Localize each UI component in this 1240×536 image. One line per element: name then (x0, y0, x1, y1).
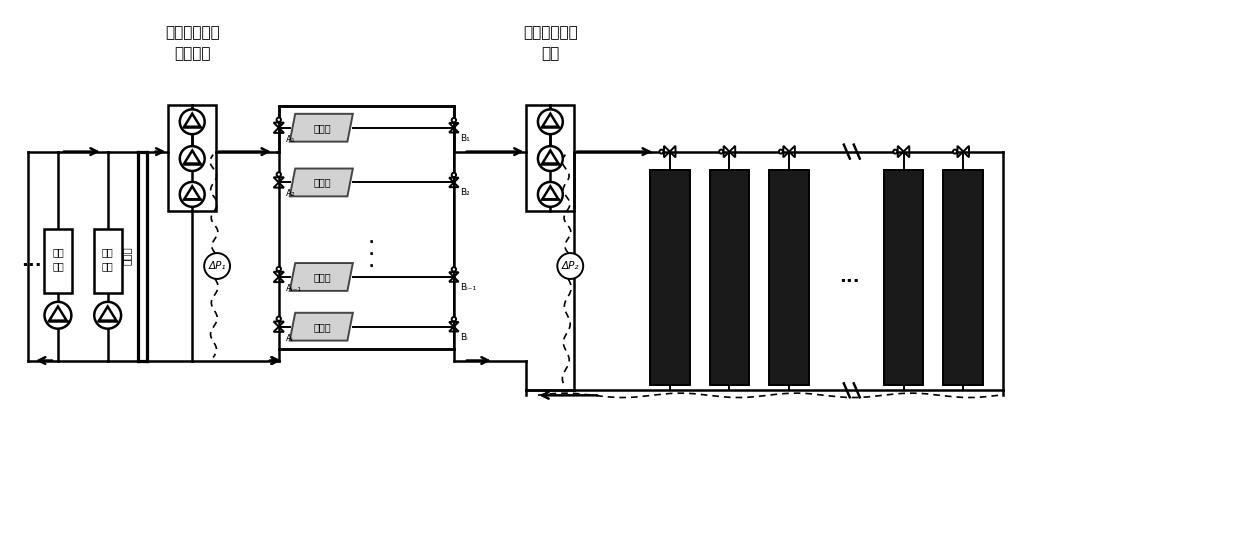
Polygon shape (290, 263, 353, 291)
Circle shape (277, 317, 281, 321)
Circle shape (557, 253, 583, 279)
Circle shape (719, 150, 723, 154)
Text: 换热器二次侧: 换热器二次侧 (523, 25, 578, 40)
Polygon shape (290, 168, 353, 196)
Polygon shape (290, 313, 353, 340)
Text: .: . (368, 232, 374, 245)
Text: 换热器: 换热器 (314, 272, 331, 282)
Circle shape (180, 109, 205, 134)
Bar (169, 105, 216, 211)
Text: 冷冻水泵: 冷冻水泵 (174, 47, 211, 62)
Circle shape (451, 267, 456, 272)
Circle shape (451, 317, 456, 321)
Bar (527, 105, 574, 211)
Text: 换热器: 换热器 (314, 177, 331, 188)
Circle shape (893, 150, 898, 154)
Text: ...: ... (839, 269, 859, 286)
Text: Aᵢ: Aᵢ (286, 333, 294, 343)
Text: .: . (368, 256, 374, 270)
Circle shape (180, 146, 205, 171)
Circle shape (451, 118, 456, 122)
Text: A₁: A₁ (286, 135, 296, 144)
Circle shape (205, 253, 231, 279)
Bar (94, 229, 122, 293)
Text: 旁通管: 旁通管 (122, 247, 131, 265)
Circle shape (451, 173, 456, 177)
Text: 水泵: 水泵 (541, 47, 559, 62)
Circle shape (180, 182, 205, 207)
Text: ΔP₂: ΔP₂ (562, 261, 579, 271)
Text: B₁: B₁ (460, 133, 470, 143)
Bar (884, 169, 924, 385)
Text: ΔP₁: ΔP₁ (208, 261, 226, 271)
Text: .: . (368, 243, 374, 258)
Circle shape (277, 117, 281, 122)
Circle shape (538, 182, 563, 207)
Text: B₂: B₂ (460, 188, 470, 197)
Polygon shape (290, 114, 353, 142)
Text: Bᵢ: Bᵢ (460, 333, 467, 341)
Text: Aᵢ₋₁: Aᵢ₋₁ (286, 284, 303, 293)
Circle shape (277, 172, 281, 177)
Circle shape (779, 150, 782, 154)
Bar (709, 169, 749, 385)
Circle shape (538, 146, 563, 171)
Text: A₂: A₂ (286, 189, 296, 198)
Bar (650, 169, 689, 385)
Bar (43, 229, 72, 293)
Text: 冷水: 冷水 (102, 247, 114, 257)
Text: 换热器一次侧: 换热器一次侧 (165, 25, 219, 40)
Text: 冷水: 冷水 (52, 247, 63, 257)
Text: ...: ... (21, 252, 41, 270)
Circle shape (45, 302, 72, 329)
Text: Bᵢ₋₁: Bᵢ₋₁ (460, 283, 476, 292)
Text: 机组: 机组 (102, 261, 114, 271)
Text: 换热器: 换热器 (314, 123, 331, 133)
Text: 换热器: 换热器 (314, 322, 331, 332)
Bar (769, 169, 808, 385)
Circle shape (94, 302, 122, 329)
Circle shape (954, 150, 957, 154)
Circle shape (660, 150, 663, 154)
Text: 机组: 机组 (52, 261, 63, 271)
Bar (944, 169, 983, 385)
Bar (279, 106, 454, 348)
Circle shape (538, 109, 563, 134)
Circle shape (277, 267, 281, 271)
